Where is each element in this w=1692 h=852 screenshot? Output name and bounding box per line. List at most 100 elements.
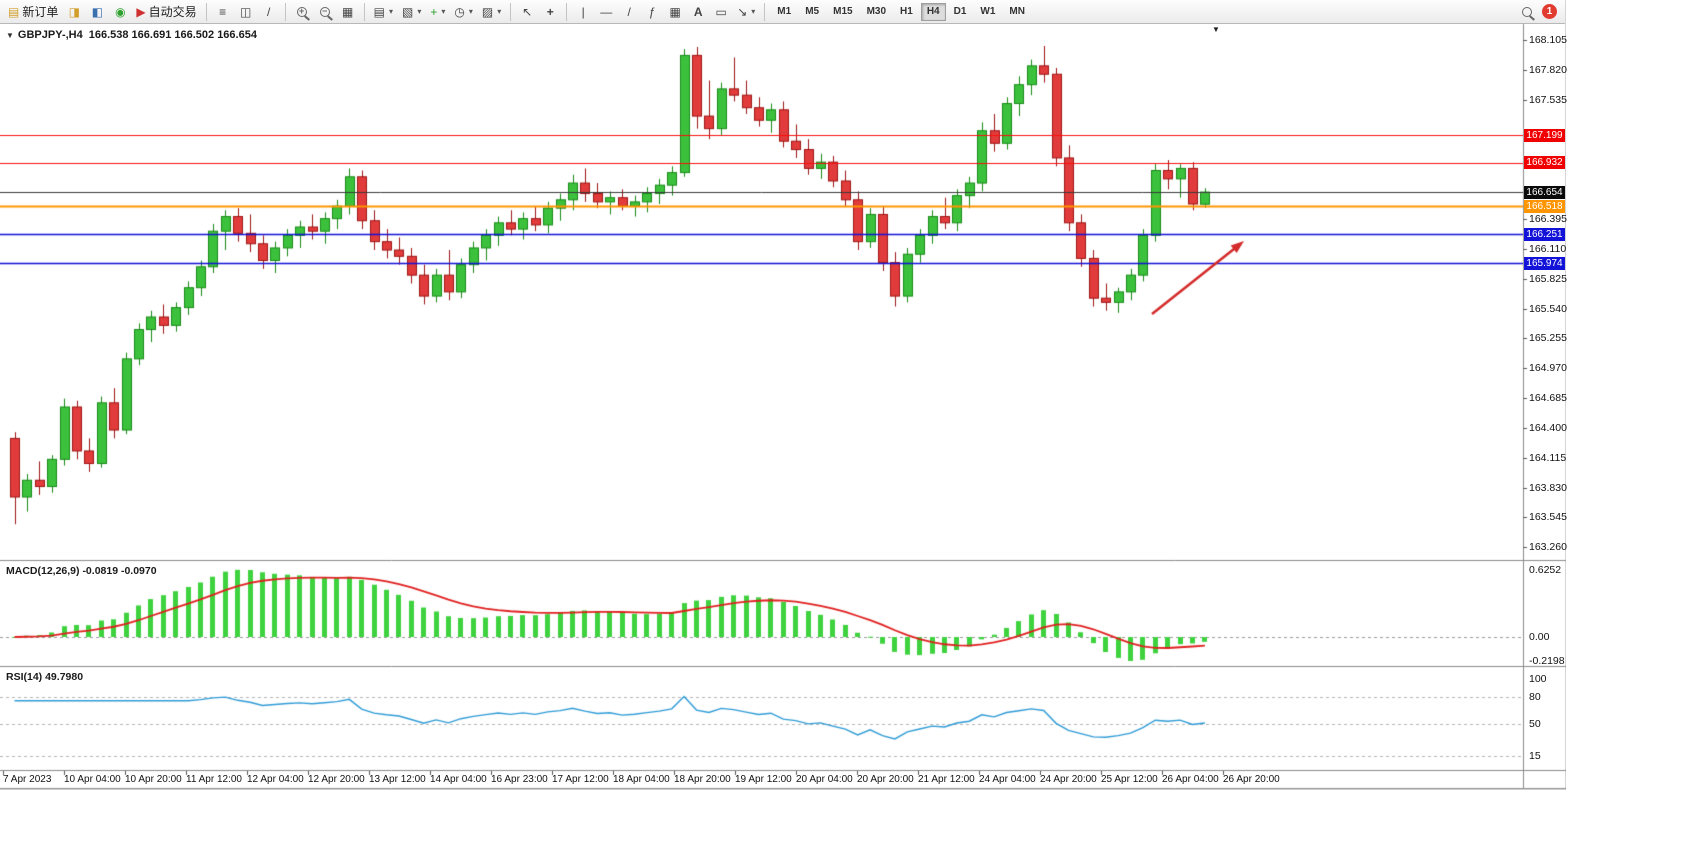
timeframe-h4-button[interactable]: H4 (920, 2, 946, 21)
accounts-icon: ◧ (91, 4, 104, 19)
price-tick-label: 165.540 (1529, 302, 1567, 315)
grid-tool-button[interactable]: ▦ (664, 2, 686, 22)
text-tool-button[interactable]: A (687, 2, 709, 22)
templates-button[interactable]: ▨ ▾ (478, 2, 505, 22)
candlestick-chart-type-button[interactable]: ◫ (235, 2, 257, 22)
clock-icon: ◷ (454, 4, 465, 19)
time-axis-label: 24 Apr 20:00 (1040, 774, 1097, 785)
cursor-button[interactable]: ↖ (516, 2, 538, 22)
chevron-down-icon: ▾ (441, 7, 446, 16)
text-label-tool-button[interactable]: ▭ (710, 2, 732, 22)
time-axis-label: 24 Apr 04:00 (979, 774, 1036, 785)
horizontal-line-tool-button[interactable]: — (595, 2, 617, 22)
zoom-in-button[interactable]: + (291, 2, 313, 22)
chart-shift-marker[interactable]: ▼ (1212, 25, 1220, 34)
notification-badge[interactable]: 1 (1542, 4, 1557, 19)
charts-icon: ◨ (68, 4, 81, 19)
auto-trading-label: 自动交易 (148, 5, 197, 19)
rsi-label: RSI(14) 49.7980 (6, 671, 84, 683)
price-tick-label: 168.105 (1529, 34, 1567, 47)
time-axis-label: 12 Apr 20:00 (308, 774, 365, 785)
arrows-icon: ↘ (737, 4, 748, 19)
indicators-button[interactable]: + ▾ (426, 2, 449, 22)
price-tag: 166.518 (1524, 199, 1565, 213)
time-axis-label: 7 Apr 2023 (3, 774, 52, 785)
price-tick-label: 166.395 (1529, 213, 1567, 226)
time-axis[interactable]: 7 Apr 2023 10 Apr 04:00 10 Apr 20:00 11 Apr… (0, 770, 1523, 788)
time-axis-label: 12 Apr 04:00 (247, 774, 304, 785)
time-axis-label: 26 Apr 04:00 (1162, 774, 1219, 785)
price-tag: 166.251 (1524, 227, 1565, 241)
price-axis[interactable]: 168.105 167.820 167.535 166.395 166.110 165.8… (1523, 24, 1567, 788)
rsi-scale-label: 80 (1529, 691, 1541, 703)
vertical-line-tool-button[interactable]: | (572, 2, 594, 22)
time-axis-label: 18 Apr 20:00 (674, 774, 731, 785)
new-chart-icon: ▤ (373, 4, 385, 19)
cursor-icon: ↖ (522, 4, 533, 19)
arrows-tool-button[interactable]: ↘ ▾ (733, 2, 759, 22)
timeframe-m15-button[interactable]: M15 (833, 6, 853, 17)
auto-trading-button[interactable]: ▶ 自动交易 (132, 2, 200, 22)
time-axis-label: 18 Apr 04:00 (613, 774, 670, 785)
time-axis-label: 17 Apr 12:00 (552, 774, 609, 785)
timeframe-d1-button[interactable]: D1 (953, 6, 967, 17)
price-tag: 166.932 (1524, 156, 1565, 170)
rsi-scale-label: 100 (1529, 673, 1547, 685)
timeframe-h1-button[interactable]: H1 (900, 6, 913, 17)
timeframe-m1-button[interactable]: M1 (777, 6, 792, 17)
macd-scale-label: 0.00 (1529, 631, 1550, 643)
rsi-scale-label: 50 (1529, 718, 1541, 730)
time-axis-label: 10 Apr 04:00 (64, 774, 121, 785)
crosshair-button[interactable]: + (539, 2, 561, 22)
grid-icon: ▦ (669, 4, 681, 19)
toolbar-right-group: 1 (1522, 4, 1561, 19)
chevron-down-icon: ▾ (417, 7, 422, 16)
price-tick-label: 167.535 (1529, 93, 1567, 106)
time-axis-label: 11 Apr 12:00 (186, 774, 242, 785)
time-axis-label: 20 Apr 04:00 (796, 774, 853, 785)
bar-chart-type-button[interactable]: ≡ (212, 2, 234, 22)
fibonacci-icon: ƒ (648, 4, 656, 19)
vertical-line-icon: | (581, 4, 585, 19)
bar-chart-icon: ≡ (219, 4, 227, 19)
price-tick-label: 164.685 (1529, 392, 1567, 405)
tile-windows-button[interactable]: ▦ (337, 2, 359, 22)
timeframe-m30-button[interactable]: M30 (866, 6, 887, 17)
profiles-button[interactable]: ▧ ▾ (398, 2, 425, 22)
price-tag: 166.654 (1524, 185, 1565, 199)
price-tag: 165.974 (1524, 256, 1565, 270)
new-order-button[interactable]: ▤ 新订单 (4, 2, 62, 22)
timeframe-mn-button[interactable]: MN (1009, 6, 1025, 17)
toolbar-separator (566, 2, 568, 21)
price-tick-label: 164.970 (1529, 362, 1567, 375)
toolbar-separator (764, 2, 766, 21)
search-icon[interactable] (1522, 6, 1532, 17)
trendline-tool-button[interactable]: / (618, 2, 640, 22)
collapse-arrow-icon[interactable]: ▼ (6, 31, 14, 40)
macd-scale-label: 0.6252 (1529, 563, 1562, 576)
symbol-label: GBPJPY-,H4 (17, 29, 83, 41)
price-tick-label: 163.260 (1529, 541, 1567, 554)
price-tag: 167.199 (1524, 128, 1565, 142)
new-chart-button[interactable]: ▤ ▾ (370, 2, 397, 22)
time-axis-label: 20 Apr 20:00 (857, 774, 914, 785)
line-chart-type-button[interactable]: / (258, 2, 280, 22)
chart-canvas[interactable] (0, 0, 1566, 790)
fibonacci-tool-button[interactable]: ƒ (641, 2, 663, 22)
main-toolbar: ▤ 新订单 ◨ ◧ ◉ ▶ 自动交易 ≡ ◫ / + − ▦ ▤ ▾ ▧ ▾ + ▾ … (0, 0, 1565, 24)
accounts-button[interactable]: ◧ (86, 2, 108, 22)
price-tick-label: 167.820 (1529, 64, 1567, 77)
community-button[interactable]: ◉ (109, 2, 131, 22)
price-tick-label: 164.400 (1529, 421, 1567, 434)
toolbar-separator (284, 2, 286, 21)
timeframe-m5-button[interactable]: M5 (805, 6, 820, 17)
time-axis-label: 25 Apr 12:00 (1101, 774, 1158, 785)
timeframe-toolbar: M1 M5 M15 M30 H1 H4 D1 W1 MN (770, 2, 1032, 21)
charts-button[interactable]: ◨ (63, 2, 85, 22)
zoom-out-button[interactable]: − (314, 2, 336, 22)
time-axis-label: 14 Apr 04:00 (430, 774, 487, 785)
timeframe-w1-button[interactable]: W1 (980, 6, 996, 17)
periods-button[interactable]: ◷ ▾ (450, 2, 477, 22)
time-axis-label: 16 Apr 23:00 (491, 774, 548, 785)
text-label-icon: ▭ (715, 4, 727, 19)
